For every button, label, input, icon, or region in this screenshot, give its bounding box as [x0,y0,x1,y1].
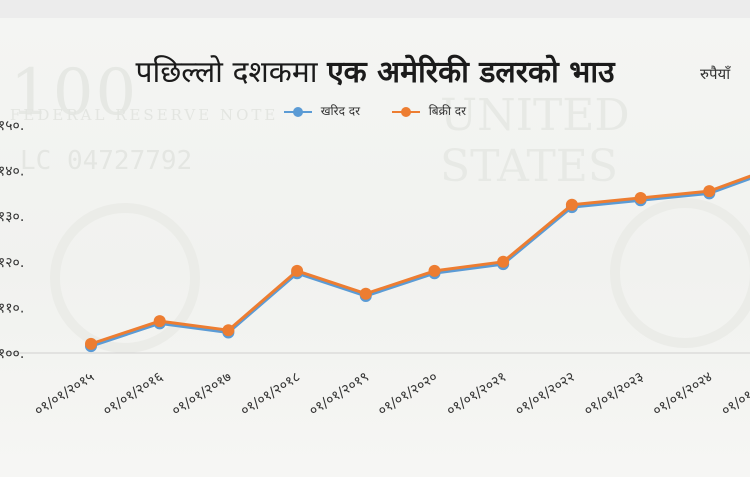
data-point-sell [291,264,304,277]
x-tick-label: ०१/०१/२०२२ [513,369,578,419]
x-tick-label: ०१/०१/२०१७ [169,369,234,419]
data-point-sell [497,255,510,268]
legend-swatch-sell [391,106,420,117]
banknote-seal-right [610,198,750,348]
data-point-sell [153,315,166,328]
data-point-sell [634,191,647,204]
banknote-denomination-watermark: 100 [10,56,139,130]
legend-label-buy: खरिद दर [320,104,361,118]
data-point-sell [565,198,578,211]
x-tick-label: ०१/०१/२०१६ [100,369,165,419]
chart-title-bold: एक अमेरिकी डलरको भाउ [327,55,615,90]
x-tick-label: ०१/०१/२०१९ [306,369,371,419]
y-tick-label: ११०. [0,300,24,316]
x-tick-label: ०१/०१/२०१८ [238,369,303,419]
data-point-sell [85,337,97,350]
series-line-buy [90,176,750,348]
legend-item-buy: खरिद दर [283,102,361,119]
banknote-text-watermark: FEDERAL RESERVE NOTE [10,106,279,124]
data-point-sell [703,185,716,198]
x-tick-label: ०१/०१/२०२३ [581,369,646,419]
data-point-sell [359,287,372,300]
unit-label: रुपैयाँ [700,65,731,83]
banknote-title-watermark: UNITED STATES [440,90,630,192]
y-tick-label: १५०. [0,118,24,134]
chart-title-regular: पछिल्लो दशकमा [135,55,328,90]
data-point-sell [428,264,441,277]
top-band [0,0,750,18]
banknote-background: 100 FEDERAL RESERVE NOTE UNITED STATES L… [0,18,750,477]
y-tick-label: १२०. [0,255,24,271]
x-tick-label: ०१/०१/२०२४ [650,369,715,419]
series-line-sell [90,174,750,346]
x-tick-label: ०१/०१/२०२० [375,369,440,419]
banknote-seal-left [50,203,200,353]
legend-item-sell: बिक्री दर [391,102,467,119]
legend-swatch-buy [283,106,312,117]
data-point-sell [222,324,235,337]
y-tick-label: १००. [0,346,24,362]
x-tick-label: ०१/०१/२०२५ [719,369,750,419]
banknote-serial-watermark: LC 04727792 [20,146,193,176]
legend-label-sell: बिक्री दर [428,104,467,118]
x-tick-label: ०१/०१/२०१५ [32,369,97,419]
y-tick-label: १३०. [0,209,24,225]
y-tick-label: १४०. [0,164,24,180]
chart-title: पछिल्लो दशकमा एक अमेरिकी डलरको भाउ [0,50,750,91]
legend: खरिद दर बिक्री दर [0,102,750,119]
x-tick-label: ०१/०१/२०२१ [444,369,509,419]
